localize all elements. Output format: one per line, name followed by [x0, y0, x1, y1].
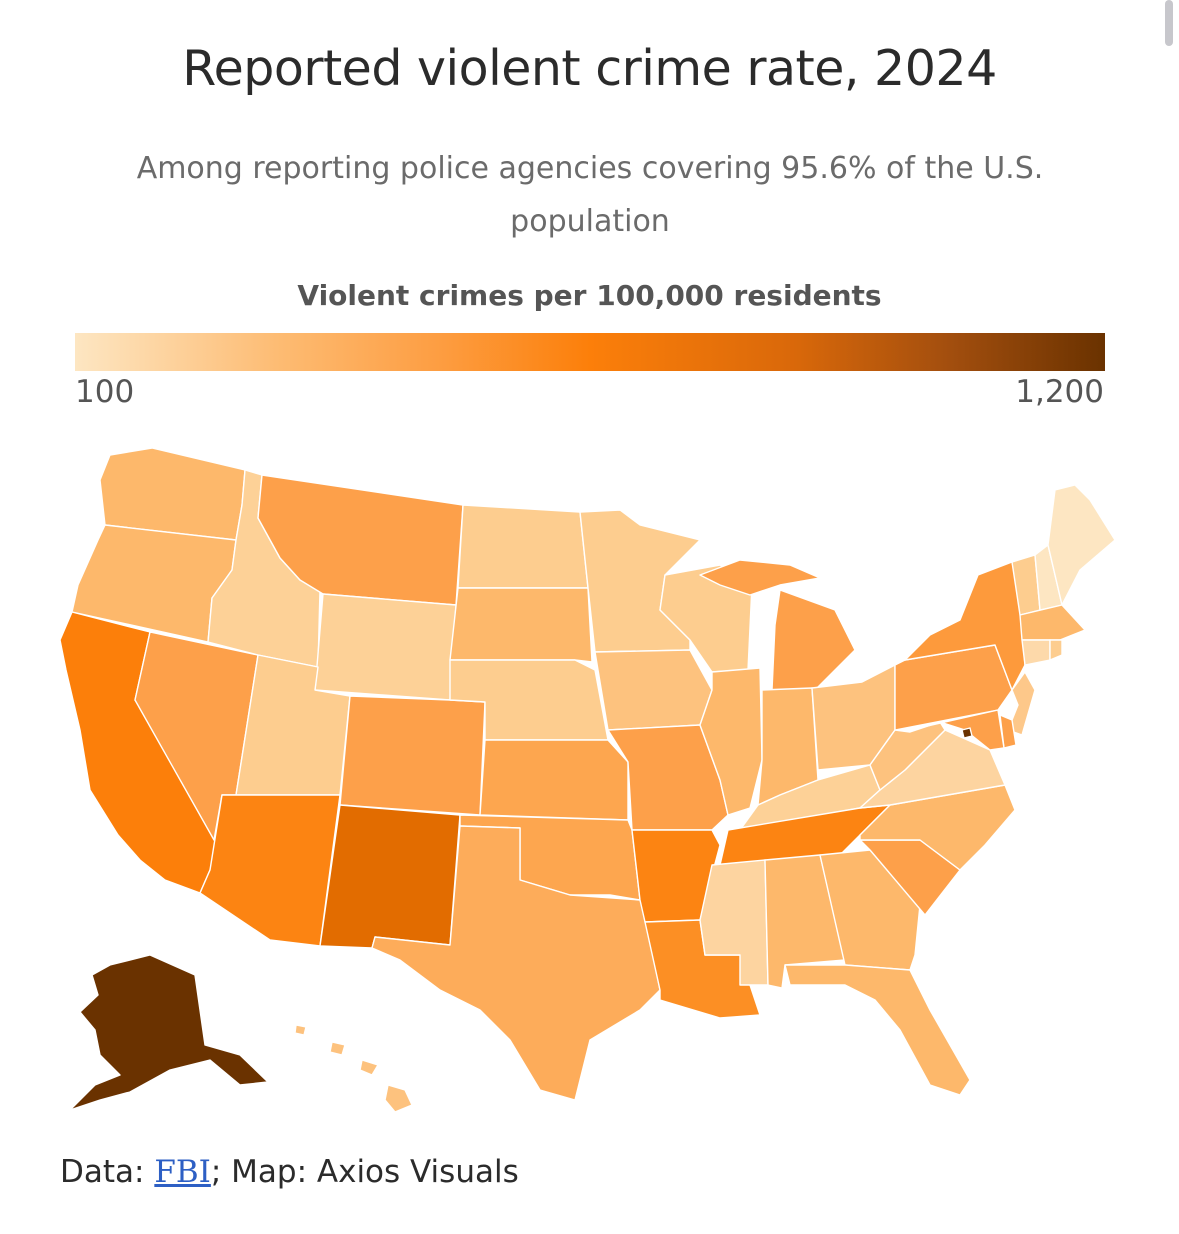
- state-ma[interactable]: [1019, 604, 1086, 641]
- source-note: Data: FBI; Map: Axios Visuals: [60, 1154, 519, 1190]
- state-mi-upper[interactable]: [699, 559, 821, 596]
- state-hi-oahu[interactable]: [329, 1041, 346, 1056]
- state-wy[interactable]: [314, 593, 457, 701]
- state-az[interactable]: [199, 794, 341, 947]
- state-tx[interactable]: [371, 825, 661, 1101]
- state-wa[interactable]: [99, 447, 246, 541]
- state-me[interactable]: [1047, 484, 1116, 606]
- state-hi[interactable]: [384, 1084, 413, 1113]
- state-nj[interactable]: [1007, 671, 1036, 736]
- state-fl[interactable]: [784, 964, 971, 1096]
- state-mi[interactable]: [771, 589, 856, 691]
- source-prefix: Data:: [60, 1154, 155, 1190]
- state-sd[interactable]: [449, 587, 593, 663]
- state-dc[interactable]: [961, 727, 973, 739]
- state-nd[interactable]: [457, 504, 589, 589]
- legend-max-label: 1,200: [1015, 374, 1104, 410]
- state-ri[interactable]: [1049, 639, 1063, 661]
- us-choropleth-map: [59, 447, 1116, 1113]
- scrollbar[interactable]: [1165, 0, 1173, 46]
- source-suffix: ; Map: Axios Visuals: [210, 1154, 519, 1190]
- state-hi-maui[interactable]: [359, 1059, 379, 1076]
- chart-title: Reported violent crime rate, 2024: [182, 40, 997, 97]
- legend-min-label: 100: [75, 374, 135, 410]
- legend-title: Violent crimes per 100,000 residents: [297, 279, 882, 312]
- chart-subtitle: Among reporting police agencies covering…: [136, 151, 1044, 239]
- state-ak[interactable]: [69, 954, 269, 1111]
- state-co[interactable]: [339, 695, 486, 816]
- state-il[interactable]: [699, 667, 763, 816]
- state-wv[interactable]: [869, 721, 946, 791]
- state-nm[interactable]: [319, 804, 461, 949]
- state-ct[interactable]: [1021, 639, 1051, 666]
- state-md[interactable]: [909, 709, 1005, 751]
- state-ia[interactable]: [594, 649, 713, 731]
- legend-color-bar: [75, 333, 1105, 371]
- fbi-source-link[interactable]: FBI: [154, 1154, 211, 1190]
- state-hi-kauai[interactable]: [294, 1024, 307, 1036]
- state-ks[interactable]: [479, 739, 629, 821]
